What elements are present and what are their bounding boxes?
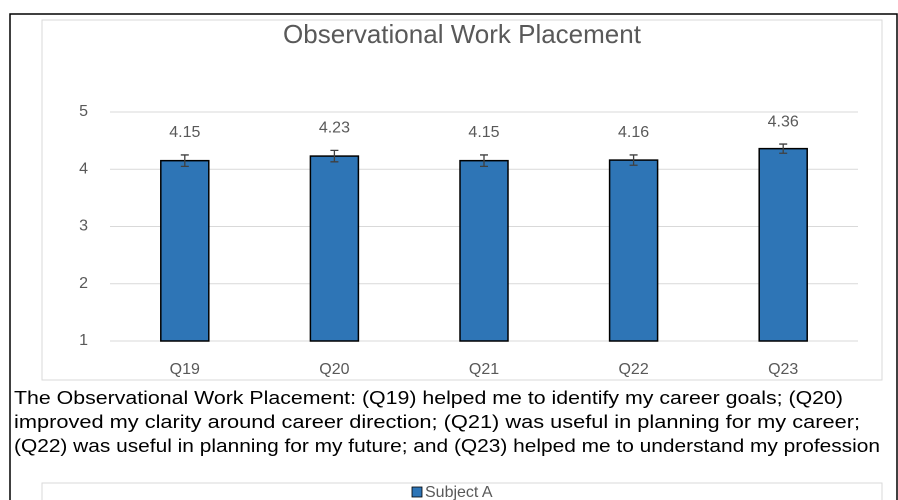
bar [758, 147, 808, 342]
x-tick-label: Q20 [319, 361, 349, 378]
error-bar [480, 154, 488, 168]
y-tick-label: 2 [79, 275, 88, 292]
x-tick-label: Q21 [469, 361, 499, 378]
bar [309, 155, 360, 342]
data-label: 4.15 [169, 124, 200, 141]
caption-line: The Observational Work Placement: (Q19) … [14, 388, 843, 408]
error-bar [779, 143, 788, 154]
legend: Subject A [411, 484, 493, 500]
y-tick-label: 3 [79, 218, 88, 235]
y-tick-label: 4 [79, 160, 88, 177]
page-frame [9, 13, 898, 500]
chart-title: Observational Work Placement [283, 19, 642, 49]
x-tick-label: Q23 [768, 361, 798, 378]
second-chart-frame [41, 482, 883, 500]
error-bar [180, 154, 189, 168]
legend-swatch [411, 486, 423, 498]
error-bar [629, 154, 638, 166]
x-tick-label: Q22 [618, 361, 648, 378]
data-label: 4.23 [319, 120, 350, 137]
caption: The Observational Work Placement: (Q19) … [14, 388, 880, 456]
y-tick-label: 5 [79, 103, 88, 120]
data-label: 4.36 [768, 113, 799, 130]
legend-label: Subject A [425, 484, 493, 500]
error-bar [330, 149, 339, 163]
y-tick-label: 1 [79, 332, 88, 349]
caption-line: (Q22) was useful in planning for my futu… [14, 436, 880, 456]
data-label: 4.16 [618, 124, 649, 141]
x-tick-label: Q19 [170, 361, 200, 378]
bar [459, 159, 509, 342]
bar [160, 159, 210, 342]
data-label: 4.15 [468, 124, 499, 141]
bar [608, 159, 659, 342]
caption-line: improved my clarity around career direct… [14, 412, 860, 432]
